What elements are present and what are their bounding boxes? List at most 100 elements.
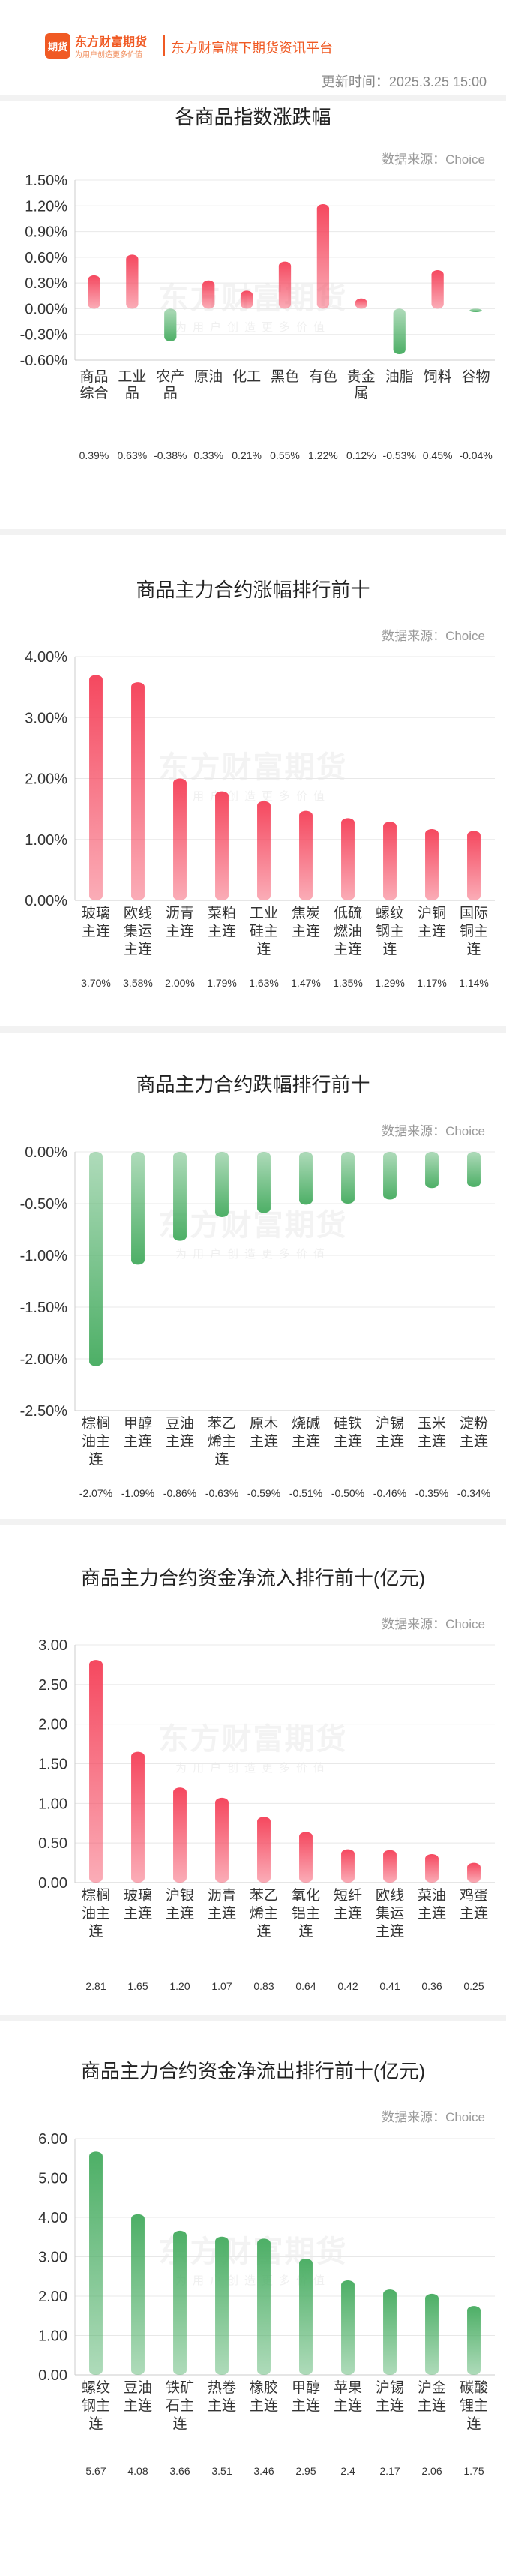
category-label: 黑色 [271, 368, 299, 385]
category-label: 主连 [292, 923, 320, 939]
value-label: -0.51% [289, 1487, 322, 1499]
category-label: 主连 [208, 1905, 236, 1922]
value-label: 5.67 [85, 2465, 106, 2477]
bar [278, 261, 292, 309]
bar [131, 2214, 145, 2375]
category-label: 油脂 [385, 368, 414, 385]
bar [467, 831, 481, 900]
update-time: 更新时间：2025.3.25 15:00 [321, 74, 487, 89]
bar [131, 1751, 145, 1883]
y-tick-label: 0.00 [38, 1875, 67, 1892]
y-tick-label: 5.00 [38, 2171, 67, 2187]
value-label: 2.81 [85, 1980, 106, 1992]
category-label: 硅主 [250, 923, 278, 939]
chart-title: 商品主力合约资金净流入排行前十(亿元) [80, 1567, 426, 1589]
category-label: 沥青 [208, 1887, 236, 1904]
category-label: 综合 [79, 385, 108, 401]
category-label: 淀粉 [460, 1415, 488, 1432]
brand-separator [163, 35, 165, 56]
category-label: 有色 [309, 368, 337, 385]
category-label: 主连 [124, 2397, 152, 2414]
category-label: 铁矿 [166, 2379, 194, 2396]
y-tick-label: 6.00 [38, 2131, 67, 2148]
y-tick-label: 1.50% [25, 173, 67, 189]
bar [131, 682, 145, 900]
category-label: 苹果 [334, 2379, 362, 2396]
bar [299, 2259, 313, 2375]
category-label: 沥青 [166, 905, 194, 921]
value-label: 1.07 [211, 1980, 232, 1992]
category-label: 饲料 [424, 368, 452, 385]
value-label: 1.22% [308, 449, 338, 461]
value-label: -0.34% [457, 1487, 490, 1499]
y-tick-label: 1.00% [25, 832, 67, 849]
category-label: 主连 [124, 1905, 152, 1922]
y-tick-label: 3.00 [38, 2250, 67, 2266]
section-divider [0, 95, 506, 101]
bar [173, 2230, 187, 2375]
data-source: 数据来源：Choice [382, 1617, 485, 1631]
category-label: 主连 [460, 1905, 488, 1922]
value-label: 2.00% [165, 977, 195, 989]
value-label: 3.66 [169, 2465, 190, 2477]
value-label: -2.07% [79, 1487, 112, 1499]
bar [299, 1832, 313, 1883]
bar [89, 1152, 103, 1366]
chart-top-losers: 0.00% -0.50% -1.00% -1.50% -2.00% -2.50% 棕榈油主连… [20, 1144, 495, 1499]
value-label: 0.83 [253, 1980, 274, 1992]
y-tick-label: -0.60% [20, 353, 68, 369]
category-label: 玻璃 [124, 1887, 152, 1904]
bar [467, 1152, 481, 1187]
bar [215, 791, 229, 900]
category-label: 连 [214, 1451, 229, 1468]
value-label: -0.50% [331, 1487, 364, 1499]
y-tick-label: -2.50% [20, 1403, 68, 1420]
category-label: 连 [256, 941, 271, 957]
category-label: 化工 [232, 368, 261, 385]
category-label: 品 [163, 386, 178, 401]
category-label: 锂主 [460, 2397, 488, 2414]
bar [425, 1853, 439, 1883]
bar [383, 1850, 397, 1883]
y-tick-label: 2.50 [38, 1677, 67, 1694]
y-tick-label: 0.00% [25, 893, 67, 909]
category-label: 铜主 [460, 923, 488, 939]
value-label: 3.51 [211, 2465, 232, 2477]
data-source: 数据来源：Choice [382, 1124, 485, 1138]
y-tick-label: 1.20% [25, 198, 67, 215]
category-label: 主连 [208, 923, 236, 939]
data-source: 数据来源：Choice [382, 2110, 485, 2124]
value-label: 1.79% [207, 977, 237, 989]
category-label: 连 [466, 941, 481, 957]
bar [425, 2293, 439, 2375]
value-label: 1.29% [375, 977, 405, 989]
category-label: 属 [354, 386, 368, 401]
bar [131, 1152, 145, 1265]
value-label: 4.08 [127, 2465, 148, 2477]
category-label: 欧线 [124, 905, 152, 921]
category-label: 连 [382, 941, 397, 957]
category-label: 工业 [250, 905, 278, 921]
category-label: 连 [298, 1923, 313, 1940]
category-label: 短纤 [334, 1887, 362, 1904]
y-tick-label: -0.30% [20, 327, 68, 344]
category-label: 菜油 [418, 1887, 446, 1904]
y-tick-label: 0.60% [25, 250, 67, 266]
bar [425, 1152, 439, 1189]
category-label: 主连 [334, 941, 362, 957]
bar [257, 1817, 271, 1883]
bar [257, 2238, 271, 2375]
bar [341, 1849, 355, 1883]
category-label: 工业 [118, 368, 146, 385]
bar [215, 1152, 229, 1217]
bar [383, 822, 397, 900]
bar [431, 270, 444, 309]
category-label: 热卷 [208, 2379, 236, 2396]
bar [299, 810, 313, 900]
value-label: 1.75 [463, 2465, 484, 2477]
value-label: 2.4 [340, 2465, 355, 2477]
category-label: 主连 [334, 1433, 362, 1450]
bar [126, 254, 139, 309]
category-label: 甲醇 [124, 1415, 152, 1432]
value-label: -0.38% [154, 449, 187, 461]
